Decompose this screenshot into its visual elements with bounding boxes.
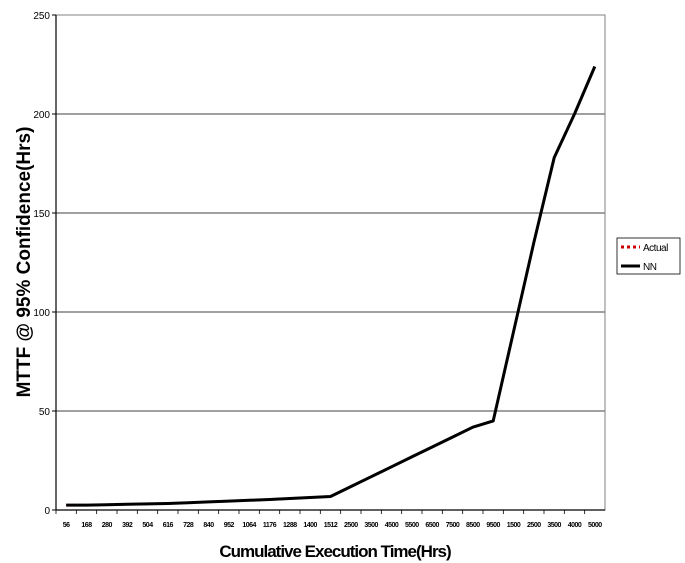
y-tick-label: 150: [33, 209, 50, 220]
x-tick-label: 9500: [486, 522, 500, 529]
legend: Actual NN: [616, 237, 681, 275]
x-tick-label: 7500: [446, 522, 460, 529]
x-tick-label: 616: [163, 522, 174, 529]
plot-area: [55, 14, 606, 511]
axes: [52, 14, 605, 514]
x-tick-label: 728: [183, 522, 194, 529]
grid-lines: [56, 14, 605, 412]
x-tick-label: 5000: [588, 522, 602, 529]
y-tick-label: 200: [33, 110, 50, 121]
x-tick-label: 5500: [405, 522, 419, 529]
legend-box: [616, 237, 681, 275]
x-tick-label: 6500: [425, 522, 439, 529]
x-tick-label: 504: [142, 522, 153, 529]
x-tick-label: 3500: [547, 522, 561, 529]
series-line-nn: [66, 65, 597, 507]
x-tick-label: 1176: [263, 522, 277, 529]
x-tick-label: 1288: [283, 522, 297, 529]
y-tick-label: 100: [33, 308, 50, 319]
x-tick-label: 168: [81, 522, 92, 529]
x-tick-label: 1512: [324, 522, 338, 529]
x-axis-title: Cumulative Execution Time(Hrs): [219, 542, 451, 561]
x-tick-label: 2500: [527, 522, 541, 529]
series-lines: [66, 65, 597, 507]
x-tick-label: 2500: [344, 522, 358, 529]
x-tick-label: 8500: [466, 522, 480, 529]
x-tick-label: 280: [102, 522, 113, 529]
y-tick-label: 0: [44, 506, 50, 517]
y-axis-title: MTTF @ 95% Confidence(Hrs): [14, 127, 35, 398]
x-tick-label: 4000: [568, 522, 582, 529]
x-tick-labels: 56 168 280 392 504 616 728 840 952 1064 1176 1288 14…: [63, 522, 603, 529]
x-tick-label: 1064: [242, 522, 256, 529]
y-tick-labels: 0 50 100 150 200 250: [33, 11, 50, 517]
x-tick-label: 4500: [385, 522, 399, 529]
x-tick-label: 840: [203, 522, 214, 529]
y-tick-label: 50: [39, 407, 51, 418]
legend-label-actual: Actual: [643, 243, 668, 254]
x-tick-label: 1500: [507, 522, 521, 529]
x-tick-label: 1400: [303, 522, 317, 529]
x-tick-label: 3500: [364, 522, 378, 529]
x-tick-label: 392: [122, 522, 133, 529]
y-tick-label: 250: [33, 11, 50, 22]
legend-label-nn: NN: [643, 262, 657, 273]
x-tick-label: 952: [224, 522, 235, 529]
x-tick-label: 56: [63, 522, 70, 529]
series-line-actual: [66, 66, 596, 507]
